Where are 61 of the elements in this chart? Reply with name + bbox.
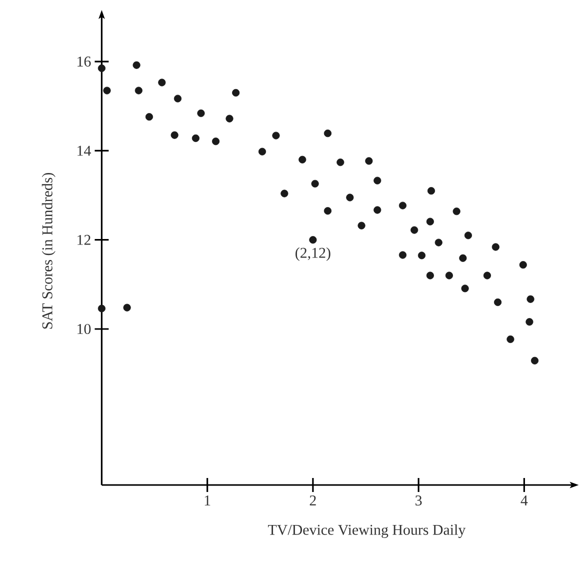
point (445, 272, 453, 280)
point (174, 94, 182, 102)
x-tick-label: 1 (204, 496, 210, 506)
y-tick-label: 16 (78, 56, 91, 67)
point (258, 148, 266, 156)
point (145, 113, 154, 121)
y-tick-label: 14 (78, 146, 91, 156)
point (426, 272, 434, 280)
point (410, 226, 418, 234)
point (158, 78, 166, 86)
point (98, 304, 106, 312)
point (280, 190, 288, 198)
point (192, 134, 200, 142)
point (298, 156, 306, 164)
point (464, 232, 472, 240)
point (311, 180, 319, 188)
point (134, 86, 142, 94)
point (197, 109, 205, 118)
point (98, 64, 106, 72)
point (324, 130, 332, 138)
point (483, 272, 491, 280)
x-axis-title: TV/Device Viewing Hours Daily (268, 524, 466, 538)
point (226, 114, 234, 122)
y-tick-label: 12 (78, 234, 90, 245)
point (494, 298, 502, 306)
point (103, 86, 111, 94)
point (452, 208, 460, 216)
y-axis-title: SAT Scores (in Hundreds) (42, 173, 56, 329)
point (398, 202, 406, 210)
point (459, 254, 467, 262)
point (426, 218, 434, 226)
y-tick-label: 10 (78, 324, 91, 334)
point (272, 132, 280, 140)
point (132, 61, 140, 69)
point (324, 207, 332, 215)
x-tick-label: 3 (416, 496, 422, 506)
point (427, 187, 436, 195)
point (398, 251, 406, 259)
point (336, 158, 344, 166)
point (526, 295, 534, 303)
point (365, 157, 373, 165)
point (346, 194, 354, 202)
point (374, 206, 382, 214)
point (461, 284, 469, 292)
x-tick-label: 4 (520, 496, 528, 506)
point (212, 138, 220, 146)
point (526, 318, 534, 326)
point (492, 243, 500, 251)
annotation: (2,12) (296, 247, 330, 261)
point (358, 222, 366, 230)
point (309, 236, 317, 244)
point (434, 238, 442, 246)
point (123, 304, 131, 312)
point (506, 335, 514, 344)
point (418, 252, 426, 260)
point (374, 176, 382, 184)
point (530, 356, 539, 364)
x-tick-label: 2 (310, 496, 316, 506)
point (519, 261, 527, 269)
point (170, 131, 178, 139)
point (232, 88, 240, 97)
